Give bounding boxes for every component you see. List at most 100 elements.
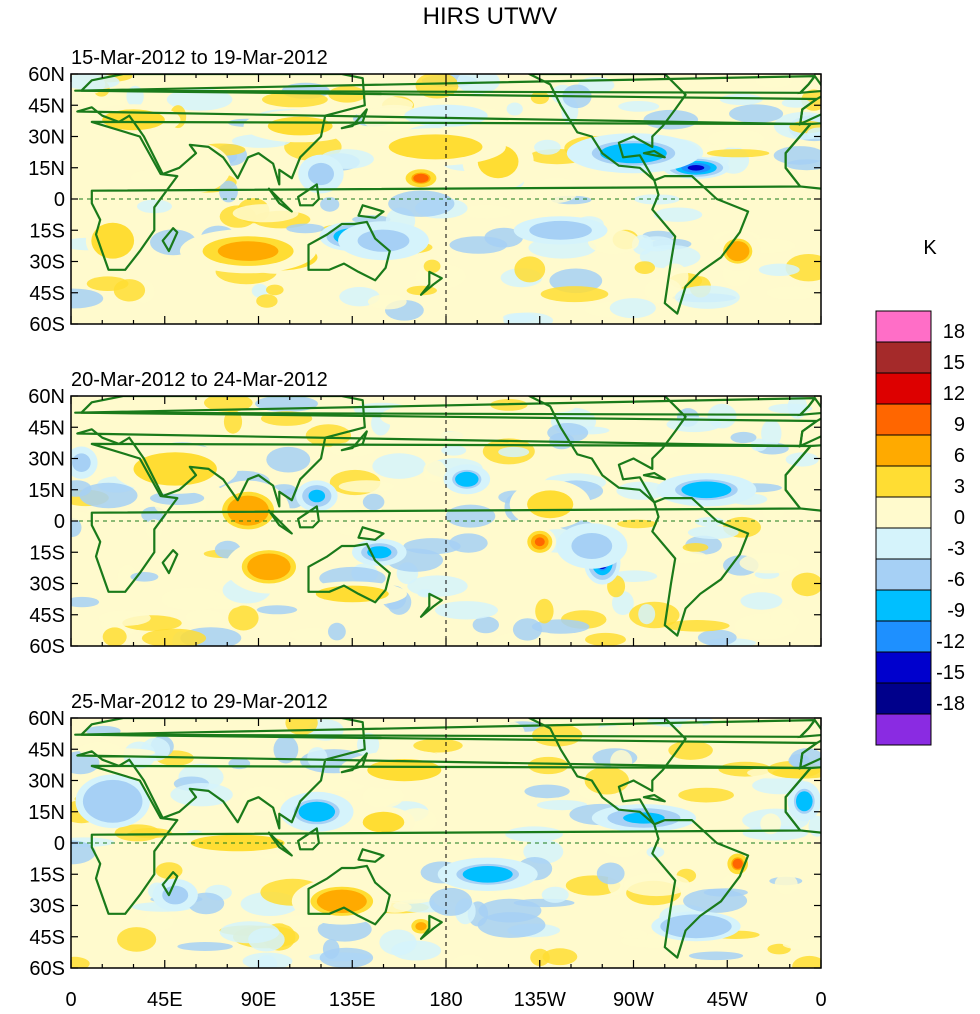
field-texture <box>585 632 626 646</box>
coastline <box>419 592 443 618</box>
map-panel: 20-Mar-2012 to 24-Mar-2012 60N 45N 30N 15N 0 1… <box>28 369 822 658</box>
y-tick-label: 60S <box>29 958 65 980</box>
field-texture <box>362 784 404 809</box>
field-texture <box>367 294 407 310</box>
x-tick-label: 0 <box>815 989 826 1011</box>
field-texture <box>435 601 498 620</box>
colorbar-swatch <box>875 682 932 715</box>
field-texture <box>528 756 569 775</box>
colorbar-swatch <box>875 589 932 622</box>
coastline <box>797 718 821 739</box>
field-texture <box>232 204 299 223</box>
field-texture <box>675 285 740 309</box>
field-texture <box>540 286 609 303</box>
field-texture <box>503 312 537 323</box>
field-texture <box>286 223 325 234</box>
coastline <box>297 827 320 851</box>
coastline <box>297 183 320 207</box>
anomaly-blob <box>415 922 427 931</box>
colorbar-label: -15 <box>936 662 965 684</box>
anomaly-blob <box>367 759 442 782</box>
field-texture <box>185 609 223 625</box>
x-tick-label: 45W <box>707 989 748 1011</box>
field-texture <box>536 800 588 811</box>
coastline <box>528 396 687 504</box>
anomaly-blob <box>357 229 410 252</box>
field-texture <box>682 543 709 552</box>
field-texture <box>166 88 233 111</box>
coastline <box>419 914 443 940</box>
field-texture <box>590 725 642 742</box>
y-tick-label: 15S <box>29 864 65 886</box>
field-texture <box>638 604 656 625</box>
coastline <box>267 187 293 213</box>
field-texture <box>141 628 207 646</box>
coastline <box>76 396 818 508</box>
coastline <box>651 818 750 959</box>
field-texture <box>680 719 704 737</box>
anomaly-blob <box>529 220 592 240</box>
colorbar-label: -9 <box>947 600 965 622</box>
colorbar-label: 15 <box>943 352 965 374</box>
field-texture <box>71 511 91 521</box>
x-tick-label: 45E <box>147 989 183 1011</box>
coastline <box>340 752 368 774</box>
y-tick-label: 45N <box>28 95 65 117</box>
y-tick-label: 60S <box>29 636 65 658</box>
anomaly-field <box>71 718 821 968</box>
field-texture <box>362 493 385 511</box>
field-texture <box>697 629 737 646</box>
coastline <box>528 718 687 826</box>
field-texture <box>228 605 259 631</box>
coastline <box>161 871 179 897</box>
field-texture <box>761 419 782 448</box>
field-texture <box>413 738 463 753</box>
field-texture <box>782 939 821 951</box>
field-texture <box>619 929 648 939</box>
field-texture <box>542 948 578 966</box>
field-texture <box>617 519 657 529</box>
field-texture <box>441 445 467 456</box>
anomaly-blob <box>571 533 613 559</box>
y-tick-label: 45N <box>28 417 65 439</box>
field-texture <box>144 910 174 931</box>
y-tick-label: 0 <box>54 511 65 533</box>
anomaly-blob <box>527 490 574 519</box>
field-texture <box>113 279 146 302</box>
anomaly-blob <box>362 811 405 833</box>
field-texture <box>789 748 821 771</box>
panels: 15-Mar-2012 to 19-Mar-2012 60N 45N 30N 15N 0 1… <box>28 47 822 980</box>
colorbar-label: -18 <box>936 693 965 715</box>
coastlines <box>74 396 821 637</box>
panel-subtitle: 15-Mar-2012 to 19-Mar-2012 <box>71 47 328 69</box>
colorbar-swatch <box>875 651 932 684</box>
y-tick-label: 15S <box>29 220 65 242</box>
field-texture <box>807 127 821 139</box>
field-texture <box>262 91 328 108</box>
field-texture <box>338 526 361 536</box>
x-tick-label: 135E <box>329 989 376 1011</box>
coastline <box>161 227 179 253</box>
field-texture <box>204 396 253 412</box>
anomaly-blob <box>455 471 479 487</box>
field-texture <box>785 159 821 171</box>
anomaly-blob <box>660 914 732 939</box>
chart-title: HIRS UTWV <box>423 3 558 30</box>
colorbar-swatch <box>875 558 932 591</box>
field-texture <box>475 719 525 746</box>
anomaly-blob <box>298 801 336 822</box>
field-texture <box>71 480 92 497</box>
x-tick-label: 90E <box>241 989 277 1011</box>
field-texture <box>514 256 546 283</box>
y-tick-label: 30N <box>28 449 65 471</box>
field-texture <box>678 787 734 803</box>
x-tick-label: 180 <box>429 989 462 1011</box>
field-texture <box>423 460 447 483</box>
field-texture <box>781 98 811 108</box>
anomaly-blob <box>247 553 291 581</box>
field-texture <box>541 886 569 903</box>
field-texture <box>266 446 311 473</box>
anomaly-field <box>71 396 821 646</box>
field-texture <box>98 610 151 626</box>
